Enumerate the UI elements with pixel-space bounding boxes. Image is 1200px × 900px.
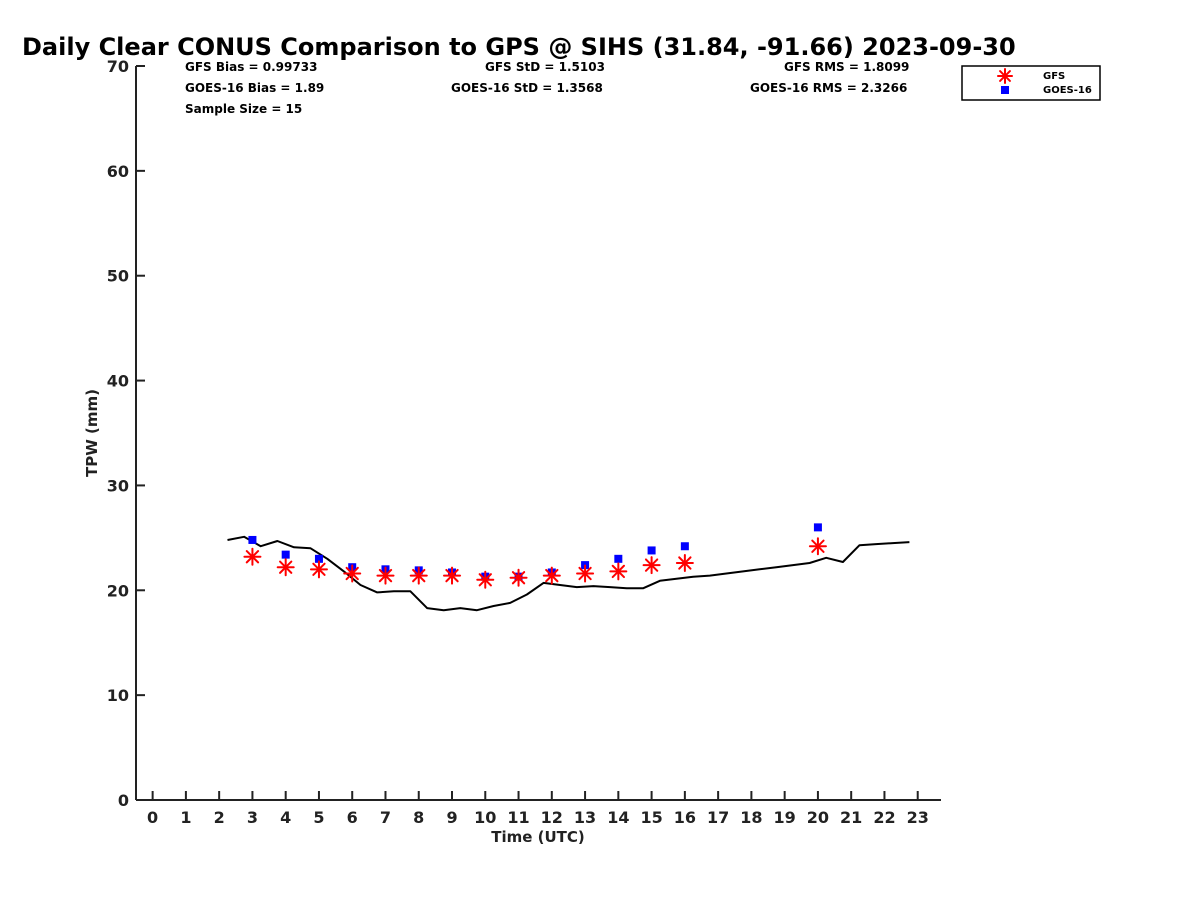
gfs-point xyxy=(309,560,328,579)
gfs-point xyxy=(276,558,295,577)
y-tick-label: 40 xyxy=(107,372,129,391)
y-tick-label: 60 xyxy=(107,162,129,181)
x-tick-label: 23 xyxy=(907,808,929,827)
plot-area xyxy=(227,523,910,612)
x-tick-label: 16 xyxy=(674,808,696,827)
x-tick-label: 13 xyxy=(574,808,596,827)
x-tick-label: 4 xyxy=(280,808,291,827)
legend-box xyxy=(961,65,1101,101)
y-tick-label: 30 xyxy=(107,476,129,495)
gfs-point xyxy=(609,562,628,581)
x-tick-label: 19 xyxy=(774,808,796,827)
y-tick-label: 70 xyxy=(107,57,129,76)
x-tick-label: 18 xyxy=(740,808,762,827)
x-tick-label: 7 xyxy=(380,808,391,827)
y-axis-label: TPW (mm) xyxy=(83,389,101,477)
y-tick-label: 0 xyxy=(118,791,129,810)
goes16-point xyxy=(680,542,689,551)
sample-size-label: Sample Size = 15 xyxy=(185,102,302,116)
legend-gfs-asterisk-icon xyxy=(997,68,1013,84)
x-tick-label: 2 xyxy=(214,808,225,827)
goes16-point xyxy=(314,554,323,563)
x-tick-label: 10 xyxy=(474,808,496,827)
gfs-point xyxy=(576,564,595,583)
y-tick-label: 20 xyxy=(107,581,129,600)
x-tick-label: 5 xyxy=(313,808,324,827)
legend-gfs-label: GFS xyxy=(1043,71,1065,82)
y-tick-label: 50 xyxy=(107,267,129,286)
legend-goes-square-icon xyxy=(1001,86,1009,94)
goes16-point xyxy=(248,535,257,544)
legend-goes-label: GOES-16 xyxy=(1043,85,1092,96)
gfs-point xyxy=(409,566,428,585)
goes-std-label: GOES-16 StD = 1.3568 xyxy=(451,81,603,95)
goes16-point xyxy=(647,546,656,555)
x-tick-label: 8 xyxy=(413,808,424,827)
gfs-point xyxy=(343,564,362,583)
gfs-point xyxy=(376,566,395,585)
x-tick-label: 21 xyxy=(840,808,862,827)
x-tick-label: 11 xyxy=(507,808,529,827)
x-tick-label: 12 xyxy=(541,808,563,827)
x-tick-label: 6 xyxy=(347,808,358,827)
goes16-point xyxy=(614,554,623,563)
gps-series-line xyxy=(227,535,910,612)
x-tick-label: 3 xyxy=(247,808,258,827)
gfs-std-label: GFS StD = 1.5103 xyxy=(485,60,605,74)
gfs-rms-label: GFS RMS = 1.8099 xyxy=(784,60,909,74)
gfs-bias-label: GFS Bias = 0.99733 xyxy=(185,60,317,74)
x-tick-label: 17 xyxy=(707,808,729,827)
x-tick-label: 22 xyxy=(873,808,895,827)
gfs-point xyxy=(542,566,561,585)
x-axis-label: Time (UTC) xyxy=(491,828,585,846)
gfs-point xyxy=(243,547,262,566)
gfs-point xyxy=(476,570,495,589)
x-tick-label: 0 xyxy=(147,808,158,827)
goes-bias-label: GOES-16 Bias = 1.89 xyxy=(185,81,324,95)
goes-rms-label: GOES-16 RMS = 2.3266 xyxy=(750,81,907,95)
x-tick-label: 14 xyxy=(607,808,629,827)
gfs-point xyxy=(443,566,462,585)
goes16-point xyxy=(281,550,290,559)
legend: GFS GOES-16 xyxy=(961,65,1101,101)
x-tick-label: 1 xyxy=(180,808,191,827)
gfs-point xyxy=(808,537,827,556)
gfs-point xyxy=(675,554,694,573)
x-tick-label: 9 xyxy=(446,808,457,827)
y-tick-label: 10 xyxy=(107,686,129,705)
x-tick-label: 20 xyxy=(807,808,829,827)
gfs-point xyxy=(509,568,528,587)
x-tick-label: 15 xyxy=(640,808,662,827)
chart-title: Daily Clear CONUS Comparison to GPS @ SI… xyxy=(22,33,1016,61)
goes16-point xyxy=(813,523,822,532)
gfs-point xyxy=(642,556,661,575)
